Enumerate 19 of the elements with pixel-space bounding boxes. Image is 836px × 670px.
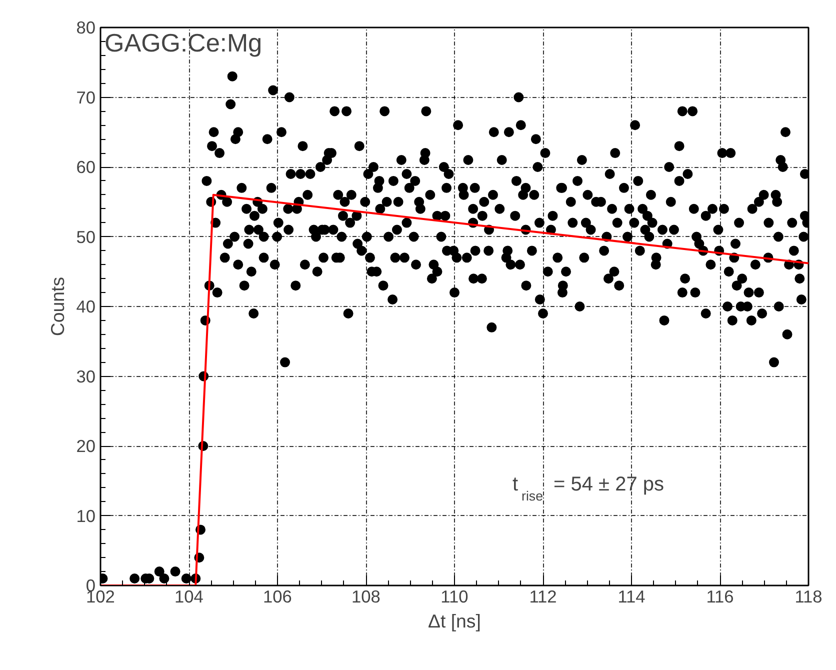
y-tick-label: 30 xyxy=(76,366,96,386)
y-tick-label: 50 xyxy=(76,226,96,247)
x-tick-label: 106 xyxy=(263,586,292,606)
x-axis-title: Δt [ns] xyxy=(428,610,481,632)
x-tick-label: 104 xyxy=(174,586,204,606)
y-tick-label: 20 xyxy=(76,436,96,456)
chart-title: GAGG:Ce:Mg xyxy=(104,30,262,58)
y-tick-label: 60 xyxy=(76,157,96,177)
y-axis-title: Counts xyxy=(47,276,68,336)
x-tick-label: 110 xyxy=(440,586,468,606)
y-tick-label: 40 xyxy=(76,296,96,316)
x-tick-label: 112 xyxy=(529,586,557,606)
y-tick-label: 80 xyxy=(76,18,96,38)
y-tick-label: 70 xyxy=(76,87,96,108)
x-tick-label: 116 xyxy=(706,586,734,606)
y-tick-label: 10 xyxy=(76,506,96,526)
x-tick-label: 108 xyxy=(352,586,380,606)
x-tick-label: 114 xyxy=(618,586,646,606)
x-tick-label: 118 xyxy=(794,586,822,606)
